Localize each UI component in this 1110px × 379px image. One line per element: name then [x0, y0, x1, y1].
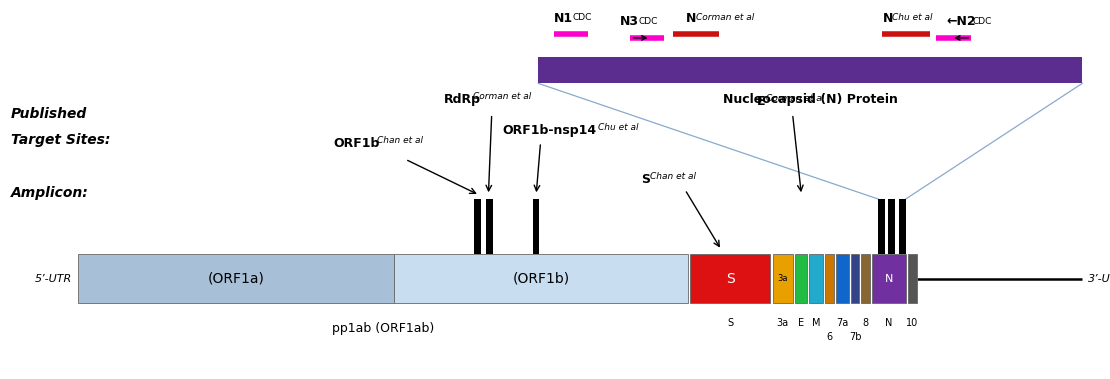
Text: Nucleocapsid (N) Protein: Nucleocapsid (N) Protein [723, 93, 898, 106]
Text: Corman et al: Corman et al [766, 94, 824, 103]
Bar [474, 199, 481, 254]
Text: Chan et al: Chan et al [377, 136, 423, 145]
Text: 7a: 7a [836, 318, 849, 328]
Text: N: N [882, 12, 892, 25]
Text: S: S [642, 173, 650, 186]
Bar [486, 199, 493, 254]
Bar [690, 254, 770, 303]
Text: pp1ab (ORF1ab): pp1ab (ORF1ab) [332, 322, 434, 335]
Text: Chan et al: Chan et al [650, 172, 696, 181]
Text: Target Sites:: Target Sites: [11, 133, 111, 147]
Bar [809, 254, 823, 303]
Text: N: N [886, 318, 892, 328]
Text: N: N [686, 12, 696, 25]
Text: 5’-UTR: 5’-UTR [34, 274, 72, 283]
Text: CDC: CDC [638, 17, 657, 26]
Text: ←N2: ←N2 [947, 16, 977, 28]
Text: Chu et al: Chu et al [598, 123, 638, 132]
Text: (ORF1a): (ORF1a) [208, 272, 264, 285]
Text: N: N [885, 274, 894, 283]
Text: E: E [757, 95, 766, 108]
Bar [533, 199, 539, 254]
Text: Corman et al: Corman et al [473, 92, 531, 101]
Bar [538, 57, 1082, 83]
Text: ORF1b-nsp14: ORF1b-nsp14 [503, 124, 597, 137]
Bar [878, 199, 885, 254]
Bar [394, 254, 688, 303]
Text: ORF1b: ORF1b [333, 137, 380, 150]
Bar [78, 254, 394, 303]
Bar [872, 254, 906, 303]
Text: (ORF1b): (ORF1b) [513, 272, 569, 285]
Text: 10: 10 [906, 318, 919, 328]
Bar [836, 254, 849, 303]
Bar [861, 254, 870, 303]
Bar [851, 254, 859, 303]
Text: M: M [811, 318, 820, 328]
Text: S: S [727, 318, 734, 328]
Bar [908, 254, 917, 303]
Text: S: S [726, 272, 735, 285]
Text: E: E [798, 318, 805, 328]
Bar [773, 254, 793, 303]
Text: 8: 8 [862, 318, 869, 328]
Bar [899, 199, 906, 254]
Text: Amplicon:: Amplicon: [11, 186, 89, 200]
Text: 3’-UTR: 3’-UTR [1088, 274, 1110, 283]
Text: Corman et al: Corman et al [696, 13, 754, 22]
Text: 6: 6 [826, 332, 832, 341]
Text: 3a: 3a [777, 318, 788, 328]
Text: RdRp: RdRp [444, 93, 481, 106]
Bar [888, 199, 895, 254]
Bar [795, 254, 807, 303]
Text: CDC: CDC [573, 13, 592, 22]
Text: Published: Published [11, 107, 88, 121]
Text: Chu et al: Chu et al [892, 13, 932, 22]
Text: N1: N1 [554, 12, 573, 25]
Text: 3a: 3a [777, 274, 788, 283]
Bar [825, 254, 834, 303]
Text: CDC: CDC [972, 17, 991, 26]
Text: 7b: 7b [849, 332, 862, 341]
Text: N3: N3 [619, 16, 638, 28]
